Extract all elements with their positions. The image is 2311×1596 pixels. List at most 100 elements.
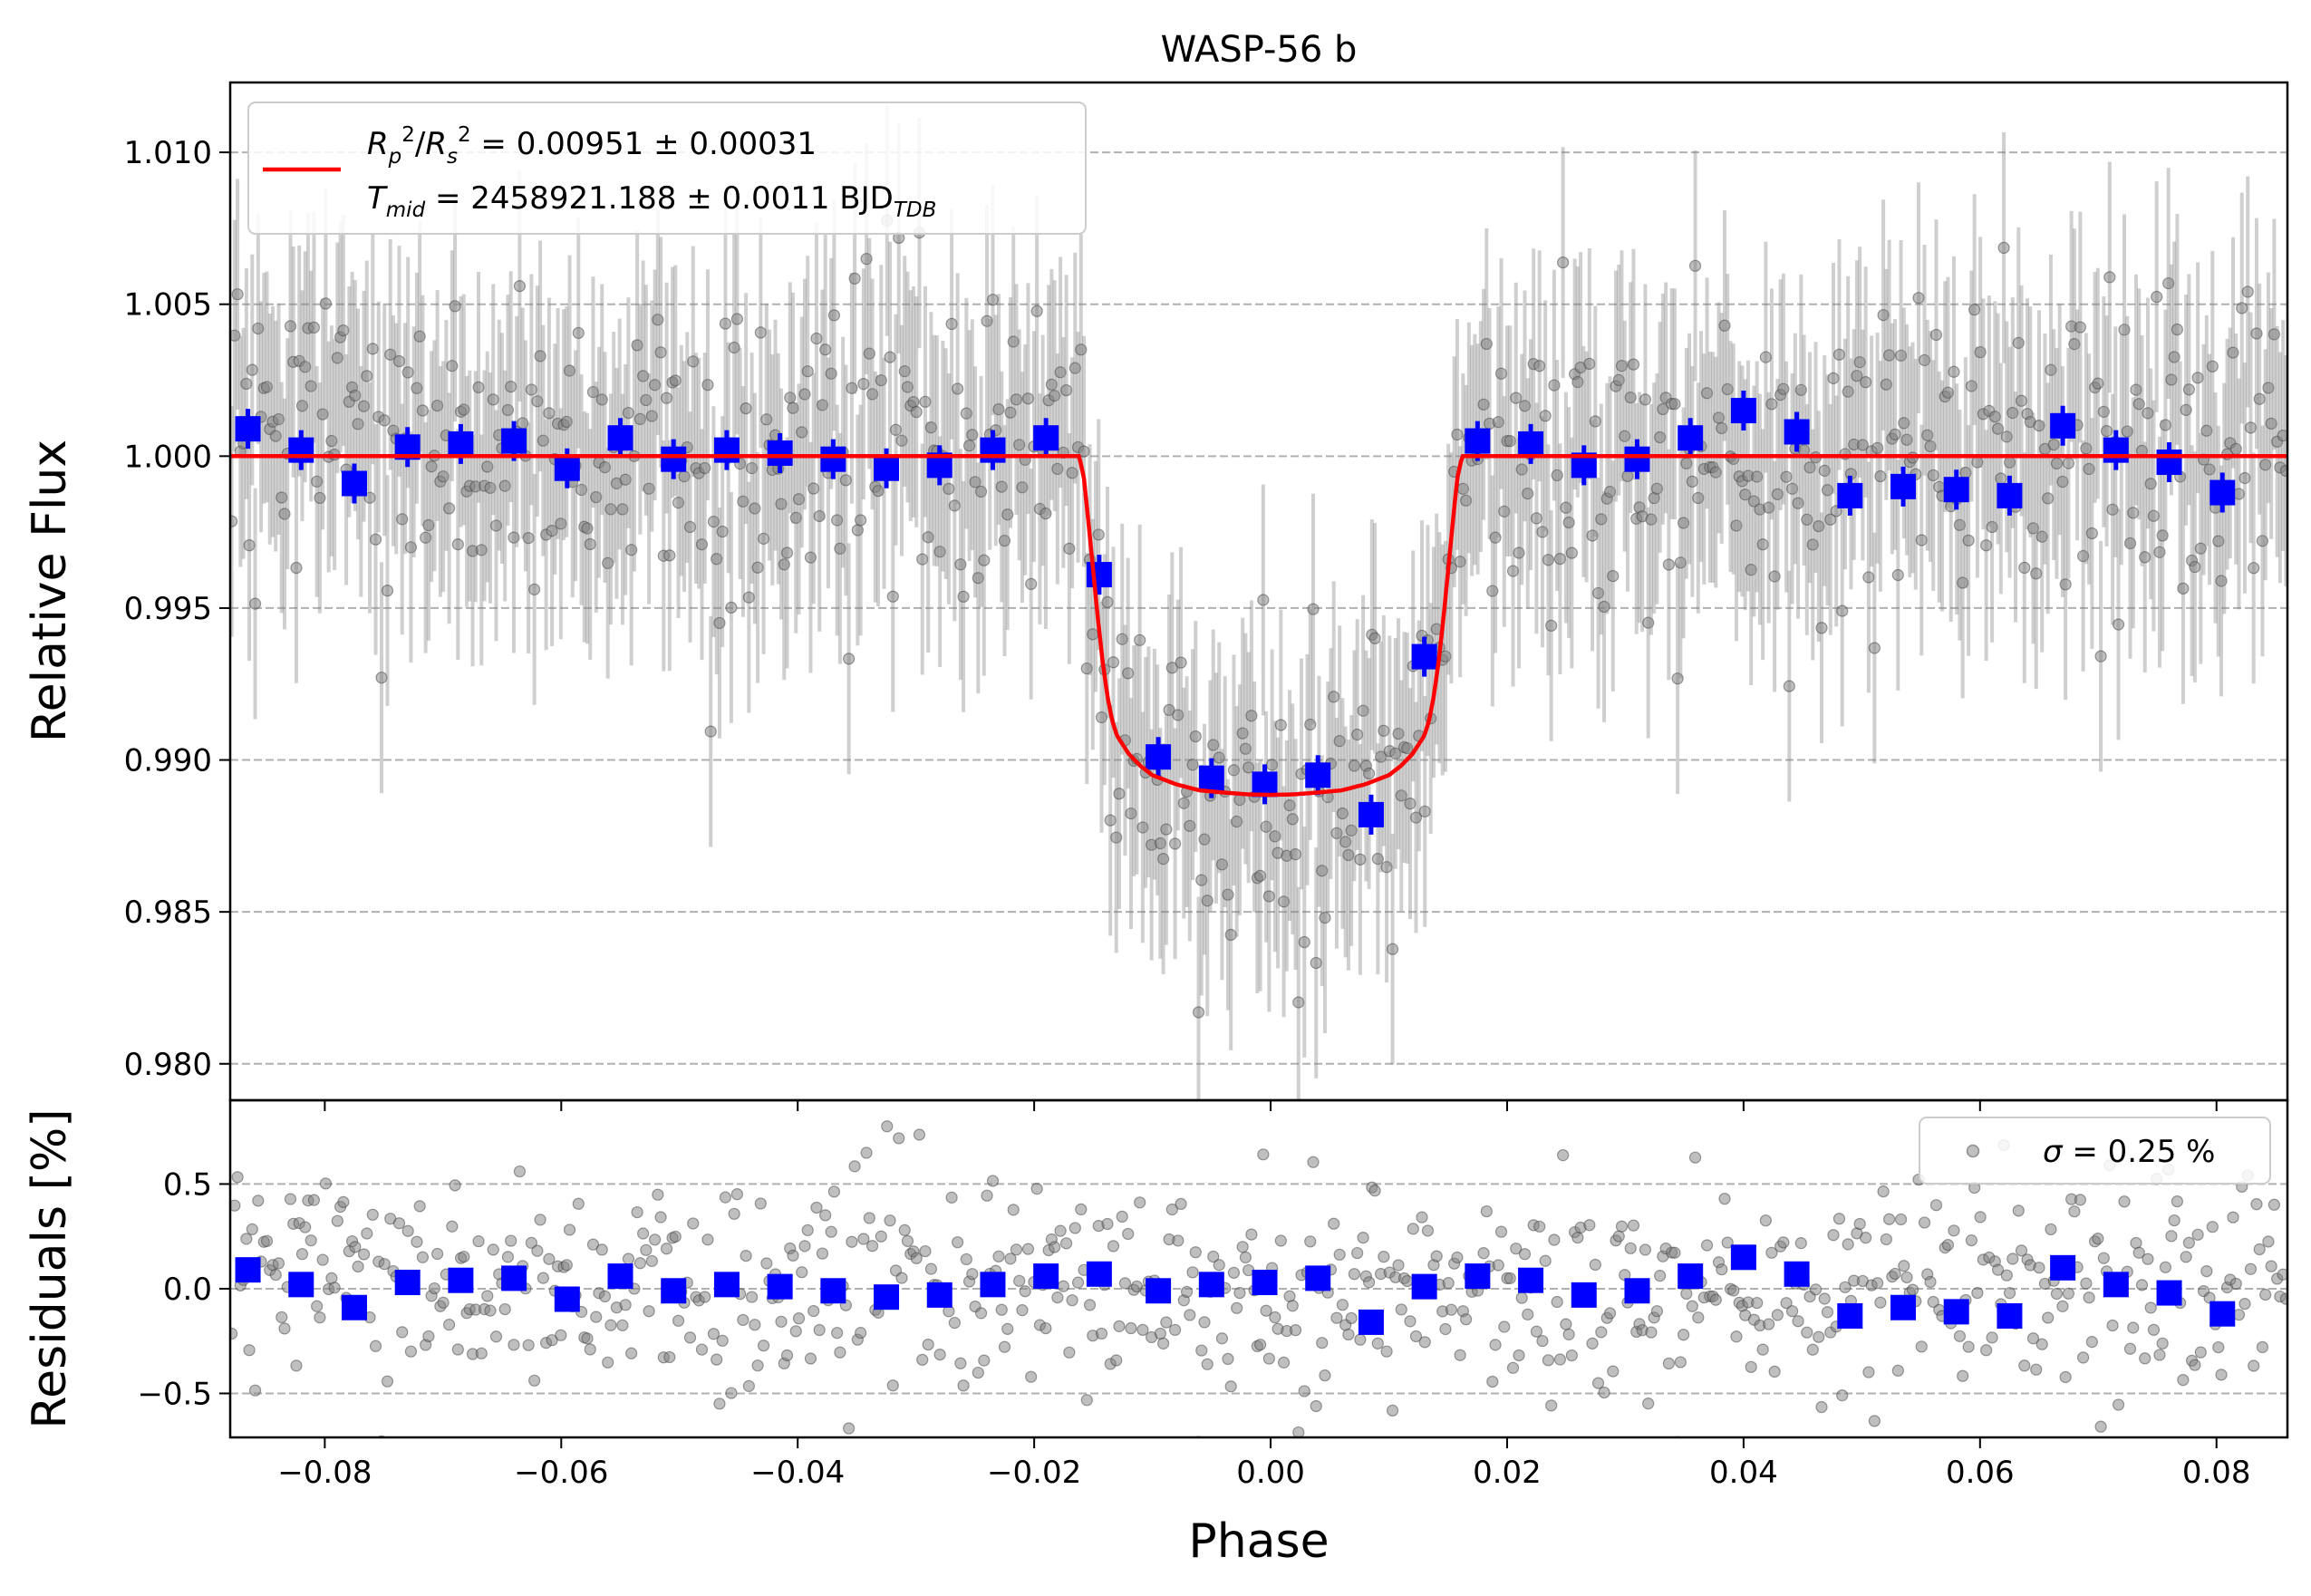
residual-point (1401, 1274, 1414, 1288)
raw-point (2006, 406, 2019, 420)
residual-point (1612, 1230, 1625, 1243)
binned-residual (2050, 1254, 2076, 1281)
residual-point (1039, 1321, 1052, 1335)
raw-point (654, 346, 667, 359)
residual-point (1292, 1426, 1305, 1437)
raw-point (910, 405, 923, 419)
raw-point (413, 330, 426, 343)
residual-point (498, 1302, 511, 1316)
raw-point (701, 379, 714, 392)
raw-point (2000, 430, 2013, 443)
raw-point (2077, 549, 2090, 563)
top-binned-points (235, 391, 2236, 835)
raw-point (1671, 672, 1684, 685)
binned-point (1678, 425, 1704, 451)
residual-point (1639, 1243, 1652, 1256)
raw-point (546, 525, 558, 537)
residual-point (1445, 1303, 1458, 1316)
residual-point (1900, 1271, 1913, 1284)
residual-point (1215, 1332, 1229, 1345)
residual-point (633, 1257, 646, 1270)
residual-point (2112, 1398, 2125, 1411)
raw-point (2080, 442, 2093, 455)
raw-point (986, 294, 1000, 306)
raw-point (1172, 709, 1185, 721)
residual-point (1016, 1304, 1029, 1317)
residual-point (252, 1195, 265, 1207)
residual-point (1668, 1246, 1681, 1259)
raw-point (2182, 383, 2195, 396)
residual-point (413, 1200, 426, 1213)
raw-point (2127, 507, 2140, 519)
raw-point (1662, 558, 1675, 571)
raw-point (1078, 445, 1090, 458)
raw-point (740, 402, 752, 415)
residual-point (1827, 1229, 1840, 1242)
residual-point (508, 1339, 520, 1351)
raw-point (1310, 956, 1322, 970)
residual-point (1709, 1293, 1722, 1306)
residual-point (2050, 1287, 2064, 1301)
raw-point (307, 321, 321, 334)
residual-point (1718, 1193, 1731, 1205)
residual-point (472, 1235, 485, 1248)
raw-point (437, 470, 450, 483)
residual-point (2227, 1211, 2239, 1224)
raw-point (2215, 575, 2228, 587)
residual-point (2248, 1359, 2260, 1372)
residual-point (995, 1303, 1008, 1316)
raw-point (416, 404, 430, 417)
raw-point (1239, 742, 1252, 755)
raw-point (801, 365, 814, 378)
raw-point (687, 355, 700, 368)
raw-point (962, 440, 976, 452)
residual-point (1510, 1243, 1523, 1255)
raw-point (2203, 463, 2216, 476)
residual-point (2056, 1300, 2069, 1312)
raw-point (472, 381, 485, 393)
residual-point (1371, 1337, 1384, 1349)
raw-point (1374, 750, 1388, 763)
raw-point (1874, 469, 1887, 483)
residual-point (2106, 1319, 2119, 1332)
raw-point (2139, 551, 2151, 564)
residual-point (1269, 1311, 1281, 1324)
residual-point (910, 1252, 923, 1264)
raw-point (1818, 464, 1831, 477)
residual-point (1328, 1217, 1340, 1230)
raw-point (299, 361, 312, 373)
binned-residual (2103, 1272, 2129, 1298)
binned-residual (661, 1278, 687, 1304)
raw-point (2267, 328, 2281, 341)
raw-point (952, 382, 964, 395)
raw-point (581, 522, 594, 535)
residual-point (278, 1322, 291, 1335)
raw-point (2165, 373, 2178, 386)
raw-point (1880, 378, 1892, 391)
raw-point (590, 490, 603, 504)
residual-point (1763, 1318, 1775, 1330)
raw-point (916, 553, 929, 566)
residual-point (1168, 1323, 1182, 1337)
residual-point (1562, 1328, 1575, 1340)
residual-point (1277, 1356, 1291, 1369)
raw-point (860, 253, 873, 266)
residual-point (1624, 1242, 1637, 1254)
raw-point (1986, 520, 1998, 534)
raw-point (631, 339, 643, 352)
residual-point (1378, 1251, 1390, 1263)
residual-point (572, 1197, 585, 1210)
raw-point (1571, 375, 1584, 389)
raw-point (1510, 392, 1523, 404)
raw-point (1418, 805, 1431, 817)
raw-point (1184, 819, 1196, 832)
residual-point (534, 1214, 546, 1226)
residual-point (998, 1340, 1011, 1353)
residual-point (922, 1338, 934, 1351)
raw-point (501, 403, 515, 417)
residual-point (1059, 1237, 1073, 1250)
raw-point (314, 491, 326, 505)
residual-point (1603, 1307, 1617, 1320)
raw-point (787, 401, 799, 414)
binned-residual (1465, 1263, 1491, 1290)
